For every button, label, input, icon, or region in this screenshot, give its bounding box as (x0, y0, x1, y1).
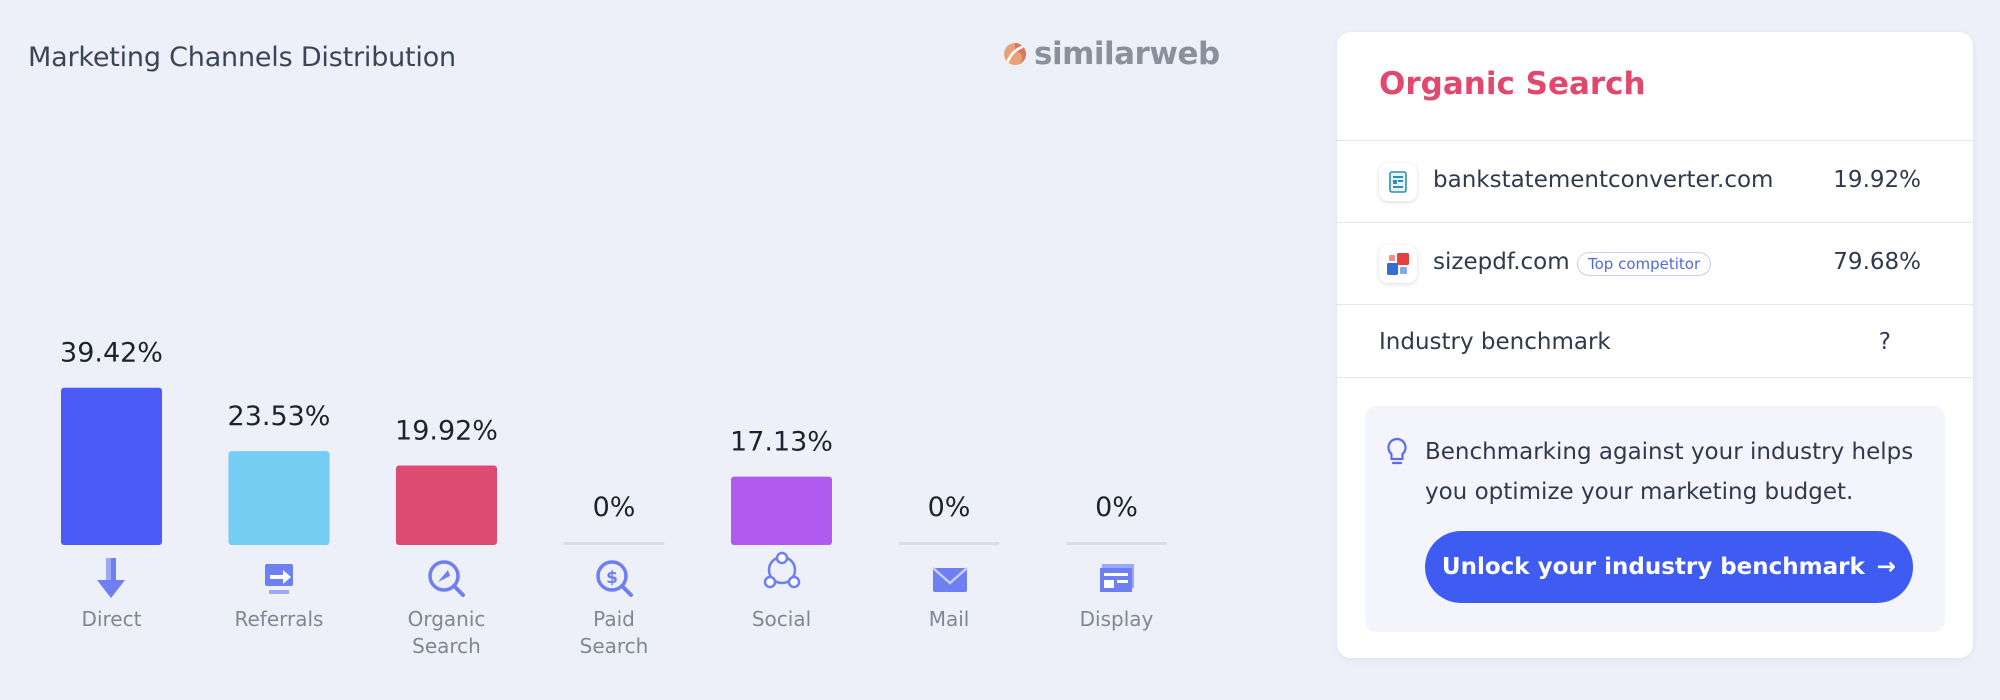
bar-social[interactable] (731, 476, 832, 545)
bar-value-label: 17.13% (730, 427, 833, 458)
brand-name: similarweb (1034, 36, 1220, 72)
category-label-organic-search: Organic (408, 607, 486, 631)
bar-value-label: 0% (593, 492, 636, 523)
benchmark-label: Industry benchmark (1379, 329, 1611, 355)
arrow-right-icon: → (1876, 554, 1897, 580)
bar-value-label: 0% (1095, 492, 1138, 523)
category-label-organic-search: Search (412, 634, 481, 658)
benchmark-info-box: Benchmarking against your industry helps… (1365, 406, 1945, 632)
card-title: Organic Search (1379, 66, 1646, 102)
industry-benchmark-row: Industry benchmark ? (1337, 304, 1973, 378)
organic-search-icon (428, 560, 465, 597)
category-label-display: Display (1080, 607, 1154, 631)
direct-icon (97, 558, 125, 598)
category-label-mail: Mail (929, 607, 970, 631)
benchmark-value: ? (1878, 329, 1891, 355)
bar-organic-search[interactable] (396, 465, 497, 545)
paid-search-icon: $ (596, 560, 633, 597)
svg-text:$: $ (606, 568, 618, 588)
chart-title: Marketing Channels Distribution (28, 42, 456, 73)
lightbulb-icon (1387, 437, 1407, 465)
competitor-domain[interactable]: bankstatementconverter.com (1433, 167, 1774, 193)
bar-direct[interactable] (61, 387, 162, 545)
brand-logo: similarweb (1002, 36, 1220, 72)
category-label-paid-search: Paid (593, 607, 635, 631)
bar-value-label: 0% (928, 492, 971, 523)
category-label-referrals: Referrals (235, 607, 324, 631)
sizepdf-favicon-icon (1379, 245, 1417, 283)
category-label-social: Social (752, 607, 811, 631)
organic-search-card: Organic Search bankstatementconverter.co… (1337, 32, 1973, 658)
referrals-icon (265, 564, 293, 594)
competitor-domain[interactable]: sizepdf.com (1433, 249, 1570, 275)
top-competitor-badge: Top competitor (1577, 252, 1712, 276)
competitor-share: 79.68% (1833, 249, 1921, 275)
bar-value-label: 39.42% (60, 338, 163, 369)
mail-icon (932, 567, 968, 592)
competitor-row[interactable]: sizepdf.com Top competitor 79.68% (1337, 222, 1973, 304)
unlock-benchmark-button[interactable]: Unlock your industry benchmark → (1425, 531, 1913, 603)
benchmark-info-text: Benchmarking against your industry helps… (1425, 439, 1914, 505)
bar-value-label: 23.53% (228, 401, 331, 432)
channels-bar-chart: 39.42% Direct 23.53% Referrals 19.92% Organic… (60, 338, 1167, 658)
category-label-paid-search: Search (580, 634, 649, 658)
competitor-share: 19.92% (1833, 167, 1921, 193)
similarweb-logo-icon (1004, 43, 1026, 65)
bar-display[interactable] (1066, 542, 1167, 545)
bankstatementconverter-favicon-icon (1379, 163, 1417, 201)
category-label-direct: Direct (82, 607, 142, 631)
competitor-row[interactable]: bankstatementconverter.com 19.92% (1337, 140, 1973, 222)
bar-mail[interactable] (898, 542, 1000, 545)
bar-value-label: 19.92% (395, 416, 498, 447)
social-icon (763, 551, 801, 589)
unlock-benchmark-label: Unlock your industry benchmark (1441, 554, 1865, 580)
bar-referrals[interactable] (228, 451, 330, 545)
bar-paid-search[interactable] (563, 542, 665, 545)
display-icon (1100, 564, 1134, 592)
